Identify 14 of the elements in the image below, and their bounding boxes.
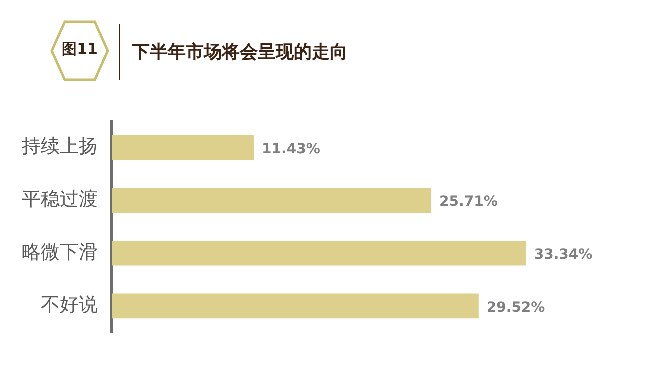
- bar: [112, 294, 479, 319]
- y-tick-label: 持续上扬: [22, 136, 98, 158]
- caption: 图11: [61, 40, 99, 59]
- bar: [112, 240, 526, 266]
- data-label: 11.43%: [262, 141, 320, 158]
- y-tick-label: 略微下滑: [22, 241, 98, 264]
- bar: [112, 135, 254, 160]
- bar: [112, 188, 432, 214]
- data-label: 33.34%: [534, 247, 593, 264]
- y-tick-label: 不好说: [41, 294, 98, 316]
- data-label: 29.52%: [486, 300, 546, 316]
- data-label: 25.71%: [440, 194, 498, 210]
- chart-title: 下半年市场将会呈现的走向: [132, 41, 348, 64]
- y-tick-label: 平稳过渡: [22, 188, 98, 211]
